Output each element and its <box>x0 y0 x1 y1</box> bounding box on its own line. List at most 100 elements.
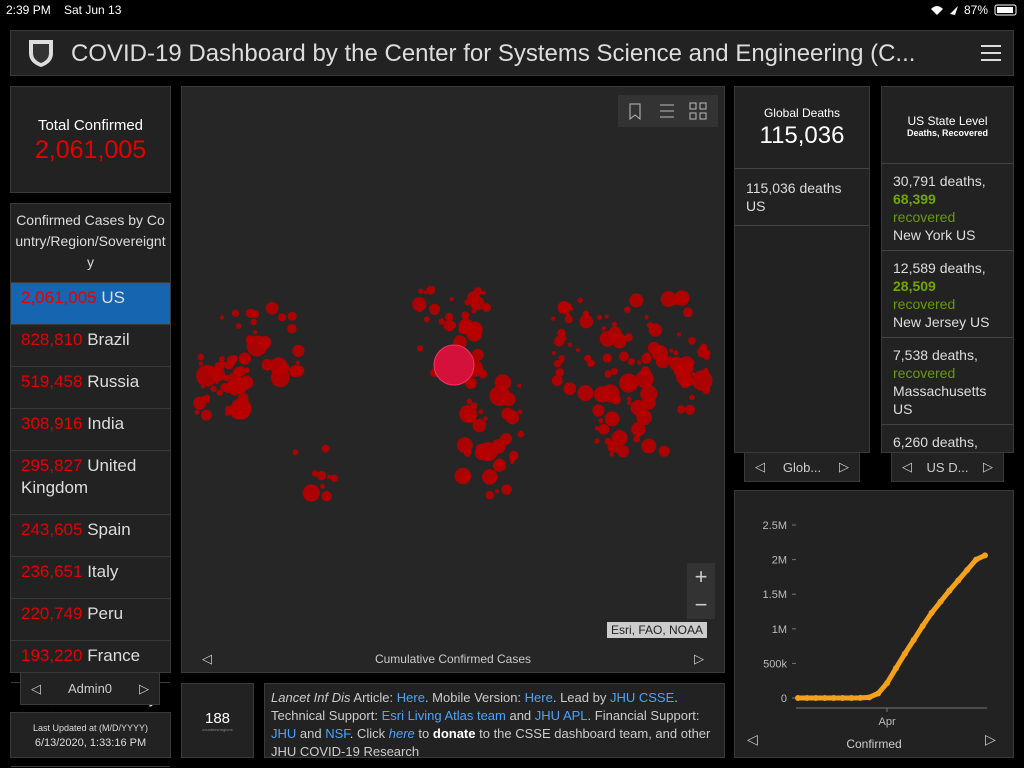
map-bubble <box>292 449 299 456</box>
state-deaths: 6,260 <box>893 434 929 450</box>
map-bubble <box>667 356 673 362</box>
map-bubble <box>499 386 504 392</box>
map-bubble <box>467 379 475 387</box>
us-state-items: 30,791 deaths, 68,399 recovered New York U… <box>882 164 1013 452</box>
next-button[interactable]: ▷ <box>983 459 993 474</box>
info-text-part: Article: <box>350 690 397 705</box>
country-count: 308,916 <box>21 414 83 433</box>
map-bubble <box>551 316 556 321</box>
map-bubble <box>594 426 600 431</box>
country-row[interactable]: 2,061,005 US <box>11 283 170 325</box>
country-row[interactable]: 243,605 Spain <box>11 515 170 557</box>
map-bubble <box>237 386 246 395</box>
state-deaths-label: deaths, <box>931 347 978 363</box>
state-deaths-label: deaths, <box>939 173 986 189</box>
map-bubble <box>601 326 606 331</box>
info-link[interactable]: Here <box>396 690 425 705</box>
info-text-part: to <box>414 726 433 741</box>
map-bubble <box>598 423 610 435</box>
info-text-part: Lancet Inf Dis <box>271 690 351 705</box>
prev-button[interactable]: ◁ <box>902 459 912 474</box>
info-link[interactable]: Esri Living Atlas team <box>381 708 506 723</box>
prev-button[interactable]: ◁ <box>747 731 758 747</box>
next-button[interactable]: ▷ <box>838 459 849 474</box>
info-link[interactable]: NSF <box>325 726 350 741</box>
country-count: 236,651 <box>21 562 83 581</box>
global-deaths-value: 115,036 <box>735 122 869 169</box>
map-bubble <box>627 400 632 406</box>
map-bubble <box>517 409 523 415</box>
map-bubble <box>197 353 205 361</box>
map-bubble <box>509 450 519 461</box>
prev-button[interactable]: ◁ <box>202 651 212 666</box>
next-button[interactable]: ▷ <box>138 680 149 696</box>
map-bubble <box>702 386 711 395</box>
map-bubble <box>232 309 240 317</box>
map-bubble <box>497 443 502 448</box>
map-bubble <box>644 315 649 320</box>
map-bubble <box>219 361 226 368</box>
zoom-controls[interactable]: + − <box>687 563 715 619</box>
map-bubble <box>688 336 696 345</box>
info-link[interactable]: Here <box>524 690 553 705</box>
country-row[interactable]: 828,810 Brazil <box>11 325 170 367</box>
info-link[interactable]: JHU CSSE <box>609 690 675 705</box>
toolbar-icons[interactable] <box>618 95 718 127</box>
map-bubble <box>604 437 612 445</box>
country-row[interactable]: 193,220 France <box>11 641 170 683</box>
map-bubble <box>590 360 596 366</box>
info-link[interactable]: here <box>388 726 415 741</box>
map-bubble <box>204 394 211 401</box>
date: Sat Jun 13 <box>64 3 122 17</box>
map-bubble <box>449 297 454 302</box>
map-bubble <box>680 379 690 389</box>
map-bubble <box>223 374 230 382</box>
country-name: Russia <box>87 372 140 391</box>
country-row[interactable]: 295,827 United Kingdom <box>11 451 170 515</box>
map-bubble <box>505 410 520 425</box>
next-button[interactable]: ▷ <box>694 651 704 666</box>
next-button[interactable]: ▷ <box>985 731 996 747</box>
map-bubble <box>196 364 218 387</box>
map-bubble <box>635 370 654 389</box>
map-bubble <box>551 375 563 387</box>
data-line <box>795 552 988 701</box>
total-label: Total Confirmed <box>37 117 144 134</box>
country-row[interactable]: 236,651 Italy <box>11 557 170 599</box>
info-link[interactable]: JHU APL <box>534 708 588 723</box>
state-item: 6,260 deaths,recoveredIllinois US <box>882 425 1013 452</box>
y-tick-label: 2M <box>772 555 787 567</box>
country-count: 295,827 <box>21 456 83 475</box>
nav-label: Glob... <box>782 459 822 475</box>
map-attribution: Esri, FAO, NOAA <box>607 622 708 638</box>
map-bubble <box>220 382 230 392</box>
state-deaths: 7,538 <box>893 347 929 363</box>
prev-button[interactable]: ◁ <box>31 680 41 696</box>
map-bubble <box>557 328 566 338</box>
country-name: Brazil <box>87 330 130 349</box>
chart-panel: ◁ ▷ Confirmed 0 500k 1M 1.5M 2M 2.5M Apr <box>734 490 1014 758</box>
map-bubble <box>689 360 695 365</box>
map-bubble <box>485 490 495 500</box>
country-count: 2,061,005 <box>21 288 97 307</box>
x-tick-label: Apr <box>878 716 895 728</box>
map-bubble <box>565 312 571 317</box>
country-row[interactable]: 220,749 Peru <box>11 599 170 641</box>
map-bubble <box>224 405 233 413</box>
info-link[interactable]: JHU <box>271 726 297 741</box>
map-bubble <box>517 430 525 438</box>
map-bubble <box>275 376 280 382</box>
map-bubble <box>671 298 678 306</box>
map-bubble <box>610 367 619 375</box>
menu-button[interactable] <box>981 44 1003 62</box>
country-row[interactable]: 519,458 Russia <box>11 367 170 409</box>
map-bubble <box>592 404 605 417</box>
country-nav: ◁ Admin0 ▷ <box>20 672 160 705</box>
y-tick-label: 500k <box>763 658 787 670</box>
map-bubble <box>567 342 573 347</box>
data-point <box>866 694 873 701</box>
map-bubble <box>330 474 339 482</box>
prev-button[interactable]: ◁ <box>755 459 765 474</box>
data-point <box>812 694 819 701</box>
country-row[interactable]: 308,916 India <box>11 409 170 451</box>
